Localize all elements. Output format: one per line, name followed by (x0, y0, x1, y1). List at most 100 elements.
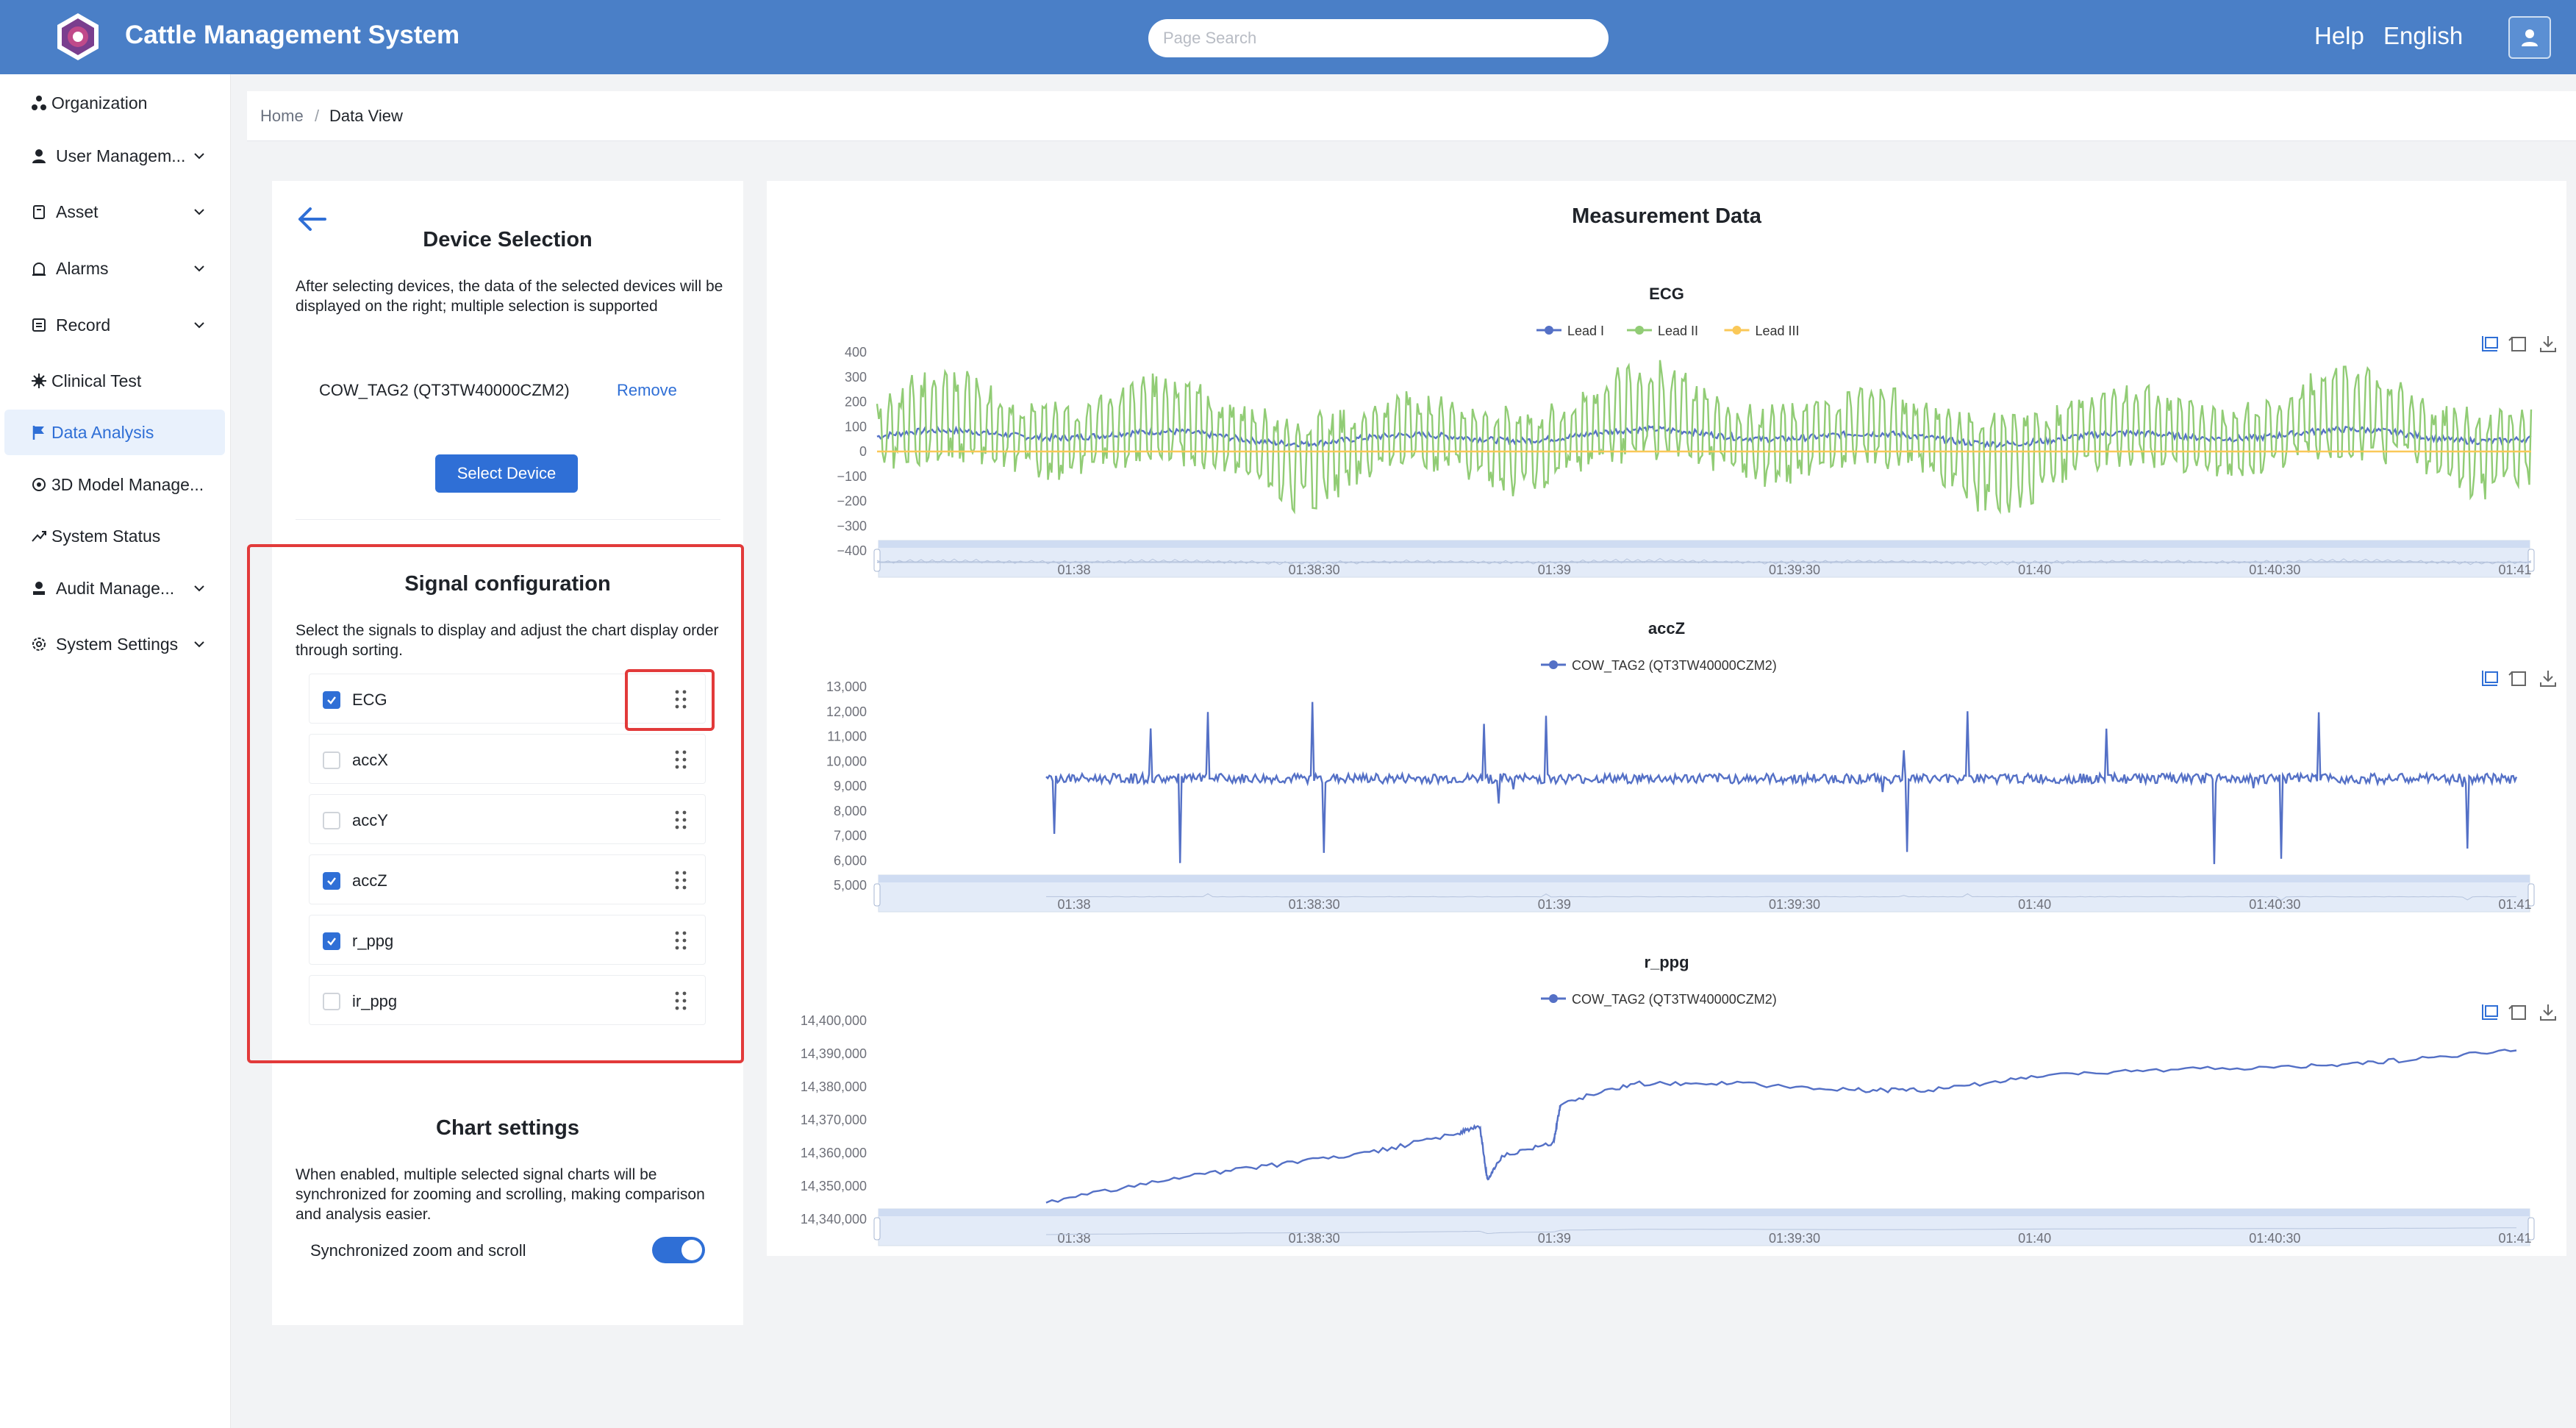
signal-configuration-title: Signal configuration (404, 572, 611, 596)
zoom-select-icon[interactable] (2482, 671, 2498, 686)
x-tick-label: 01:38:30 (1289, 1231, 1340, 1246)
back-arrow-icon[interactable] (296, 204, 328, 234)
y-tick-label: 8,000 (834, 804, 867, 818)
language-selector[interactable]: English (2383, 22, 2464, 49)
chevron-down-icon (194, 209, 204, 215)
breadcrumb-home-link[interactable]: Home (260, 106, 304, 125)
legend-marker (1732, 326, 1742, 335)
signal-row-accz[interactable]: accZ (309, 854, 706, 904)
x-tick-label: 01:38:30 (1289, 563, 1340, 577)
help-link[interactable]: Help (2314, 22, 2364, 49)
sidebar-item-label: Alarms (56, 258, 109, 278)
sidebar-item-alarms[interactable]: Alarms (0, 246, 231, 291)
drag-handle-icon[interactable] (673, 870, 689, 890)
flag-icon (29, 423, 49, 442)
drag-handle-icon[interactable] (673, 990, 689, 1011)
legend-label: Lead II (1658, 324, 1698, 338)
user-icon (2522, 29, 2538, 46)
signal-row-accy[interactable]: accY (309, 794, 706, 844)
y-tick-label: 0 (859, 444, 867, 459)
download-icon[interactable] (2540, 1004, 2556, 1021)
chevron-down-icon (194, 585, 204, 592)
sidebar-item-clinical-test[interactable]: Clinical Test (0, 358, 231, 404)
signal-row-r-ppg[interactable]: r_ppg (309, 915, 706, 965)
check-icon (327, 696, 336, 704)
signal-name: accX (352, 751, 388, 769)
sidebar-item-audit-management[interactable]: Audit Manage... (0, 565, 231, 611)
sidebar-item-system-settings[interactable]: System Settings (0, 621, 231, 667)
sync-zoom-toggle[interactable] (652, 1237, 705, 1263)
y-tick-label: −400 (837, 543, 867, 558)
x-tick-label: 01:38 (1057, 897, 1090, 912)
legend-marker (1549, 994, 1558, 1003)
zoom-reset-icon[interactable] (2508, 1005, 2526, 1020)
data-zoom-handle-left (873, 883, 881, 907)
sidebar-item-3d-model-management[interactable]: 3D Model Manage... (0, 462, 231, 507)
signal-checkbox[interactable] (323, 932, 340, 950)
chart-title: r_ppg (1644, 953, 1689, 971)
user-avatar-button[interactable] (2508, 16, 2551, 59)
select-device-button[interactable]: Select Device (435, 454, 578, 493)
x-tick-label: 01:39:30 (1769, 563, 1820, 577)
y-tick-label: 14,350,000 (801, 1179, 867, 1193)
signal-checkbox[interactable] (323, 752, 340, 769)
y-tick-label: 400 (845, 345, 867, 360)
sidebar-item-record[interactable]: Record (0, 302, 231, 348)
zoom-reset-icon[interactable] (2508, 671, 2526, 686)
page-search-input[interactable] (1148, 19, 1609, 57)
audit-icon (29, 579, 49, 598)
data-zoom-handle-right (2527, 549, 2535, 572)
drag-handle-icon[interactable] (673, 749, 689, 770)
x-tick-label: 01:41 (2498, 1231, 2531, 1246)
legend-marker (1549, 660, 1558, 669)
drag-handle-icon[interactable] (673, 810, 689, 830)
sidebar-item-label: Record (56, 315, 111, 335)
signal-checkbox[interactable] (323, 872, 340, 890)
signal-row-ecg[interactable]: ECG (309, 674, 706, 724)
y-tick-label: 14,340,000 (801, 1212, 867, 1227)
signal-checkbox[interactable] (323, 993, 340, 1010)
status-icon (29, 526, 49, 546)
signal-checkbox[interactable] (323, 691, 340, 709)
breadcrumb: Home / Data View (247, 91, 2576, 141)
sidebar-item-system-status[interactable]: System Status (0, 513, 231, 559)
drag-handle-icon[interactable] (673, 689, 689, 710)
data-zoom-selected-band (879, 1209, 2530, 1216)
download-icon[interactable] (2540, 336, 2556, 352)
y-tick-label: 14,370,000 (801, 1113, 867, 1127)
signal-configuration-description: Select the signals to display and adjust… (296, 622, 719, 659)
x-tick-label: 01:40:30 (2249, 897, 2300, 912)
y-tick-label: 10,000 (826, 754, 867, 768)
x-tick-label: 01:39 (1538, 897, 1571, 912)
x-tick-label: 01:38:30 (1289, 897, 1340, 912)
sidebar-item-label: Audit Manage... (56, 578, 175, 598)
sidebar-item-user-management[interactable]: User Managem... (0, 133, 231, 179)
record-icon (29, 315, 49, 335)
drag-handle-icon[interactable] (673, 930, 689, 951)
signal-row-accx[interactable]: accX (309, 734, 706, 784)
data-zoom-handle-right (2527, 1217, 2535, 1240)
zoom-select-icon[interactable] (2482, 1004, 2498, 1020)
sidebar-item-label: Organization (51, 93, 148, 113)
zoom-select-icon[interactable] (2482, 336, 2498, 351)
legend-label: Lead III (1756, 324, 1800, 338)
download-icon[interactable] (2540, 671, 2556, 687)
y-tick-label: −300 (837, 518, 867, 533)
remove-device-link[interactable]: Remove (617, 381, 677, 399)
data-zoom-handle-right (2527, 883, 2535, 907)
signal-row-ir-ppg[interactable]: ir_ppg (309, 975, 706, 1025)
signal-checkbox[interactable] (323, 812, 340, 829)
device-config-panel: Device Selection After selecting devices… (272, 181, 743, 1325)
sidebar-item-asset[interactable]: Asset (0, 189, 231, 235)
chart-settings-title: Chart settings (436, 1116, 579, 1140)
sidebar-item-organization[interactable]: Organization (0, 80, 231, 126)
zoom-reset-icon[interactable] (2508, 337, 2526, 351)
organization-icon (29, 93, 49, 113)
x-tick-label: 01:39:30 (1769, 1231, 1820, 1246)
x-tick-label: 01:40 (2018, 563, 2051, 577)
signal-name: accY (352, 811, 388, 829)
chart-settings-description: When enabled, multiple selected signal c… (296, 1166, 705, 1223)
sidebar-item-data-analysis[interactable]: Data Analysis (4, 410, 225, 455)
y-tick-label: 14,360,000 (801, 1146, 867, 1160)
y-tick-label: 6,000 (834, 853, 867, 868)
